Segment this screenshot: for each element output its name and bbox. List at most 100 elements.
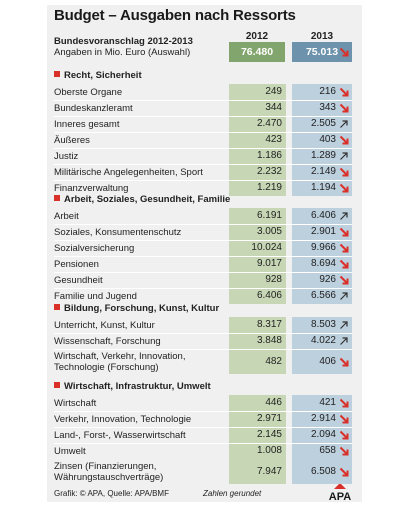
value-2013: 2.901 [310, 226, 336, 237]
section-marker-icon [54, 71, 60, 77]
value-2013: 1.289 [310, 150, 336, 161]
value-2013: 216 [319, 86, 336, 97]
row-label: Umwelt [54, 446, 224, 457]
table-row: Arbeit 6.191 6.406 [54, 208, 352, 224]
row-divider [54, 116, 352, 117]
row-label-line: Land-, Forst-, Wasserwirtschaft [54, 430, 186, 441]
infographic-frame: Budget – Ausgaben nach Ressorts 2012 201… [47, 5, 362, 502]
trend-up-icon [340, 152, 348, 160]
row-divider [54, 180, 352, 181]
section-title: Recht, Sicherheit [64, 70, 142, 81]
row-divider [54, 288, 352, 289]
trend-down-icon [339, 183, 349, 193]
row-divider [54, 272, 352, 273]
value-2013: 4.022 [310, 335, 336, 346]
value-2013-cell: 926 [292, 272, 352, 288]
value-2012: 2.470 [229, 116, 286, 132]
table-row: Soziales, Konsumentenschutz 3.005 2.901 [54, 224, 352, 240]
row-label-line: Oberste Organe [54, 87, 123, 98]
table-row: Justiz 1.186 1.289 [54, 148, 352, 164]
value-2013: 8.503 [310, 319, 336, 330]
row-label-line: Wissenschaft, Forschung [54, 336, 161, 347]
value-2013: 2.149 [310, 166, 336, 177]
table-row: Gesundheit 928 926 [54, 272, 352, 288]
row-divider [54, 224, 352, 225]
value-2013: 8.694 [310, 258, 336, 269]
section-title: Bildung, Forschung, Kunst, Kultur [64, 303, 220, 314]
trend-up-icon [340, 321, 348, 329]
total-2013: 75.013 [292, 42, 352, 62]
value-2012: 7.947 [229, 459, 286, 484]
row-label: Land-, Forst-, Wasserwirtschaft [54, 430, 224, 441]
trend-down-icon [339, 446, 349, 456]
value-2012: 1.219 [229, 180, 286, 196]
value-2013: 2.505 [310, 118, 336, 129]
row-label: Wirtschaft, Verkehr, Innovation, Technolo… [54, 351, 224, 373]
row-label: Wirtschaft [54, 398, 224, 409]
row-divider [54, 240, 352, 241]
row-label: Bundeskanzleramt [54, 103, 224, 114]
row-divider [54, 164, 352, 165]
subtitle-source: Bundesvoranschlag 2012-2013 [54, 36, 193, 47]
row-label-line: Technologie (Forschung) [54, 362, 159, 373]
trend-down-icon [339, 430, 349, 440]
row-label: Pensionen [54, 259, 224, 270]
trend-down-icon [339, 103, 349, 113]
subtitle-unit: Angaben in Mio. Euro (Auswahl) [54, 47, 191, 58]
trend-down-icon [339, 243, 349, 253]
value-2013: 658 [319, 445, 336, 456]
row-label-line: Sozialversicherung [54, 243, 135, 254]
value-2012: 1.008 [229, 443, 286, 459]
value-2012: 6.406 [229, 288, 286, 304]
table-row: Äußeres 423 403 [54, 132, 352, 148]
row-label-line: Militärische Angelegenheiten, Sport [54, 167, 203, 178]
trend-down-icon [339, 87, 349, 97]
value-2013: 6.566 [310, 290, 336, 301]
value-2013: 2.094 [310, 429, 336, 440]
value-2012: 9.017 [229, 256, 286, 272]
row-label-line: Finanzverwaltung [54, 183, 129, 194]
row-label-line: Bundeskanzleramt [54, 103, 133, 114]
row-divider [54, 148, 352, 149]
row-label: Finanzverwaltung [54, 183, 224, 194]
table-row: Familie und Jugend 6.406 6.566 [54, 288, 352, 304]
value-2012: 928 [229, 272, 286, 288]
row-label: Justiz [54, 151, 224, 162]
value-2013-cell: 406 [292, 349, 352, 374]
value-2013: 343 [319, 102, 336, 113]
value-2013-cell: 2.914 [292, 411, 352, 427]
table-row: Bundeskanzleramt 344 343 [54, 100, 352, 116]
trend-down-icon [339, 357, 349, 366]
table-row: Militärische Angelegenheiten, Sport 2.232… [54, 164, 352, 180]
row-divider [54, 427, 352, 428]
chart-title: Budget – Ausgaben nach Ressorts [54, 7, 296, 24]
value-2012: 2.232 [229, 164, 286, 180]
value-2012: 6.191 [229, 208, 286, 224]
table-row: Oberste Organe 249 216 [54, 84, 352, 100]
row-label-line: Wirtschaft [54, 398, 97, 409]
table-row: Sozialversicherung 10.024 9.966 [54, 240, 352, 256]
row-label-line: Währungstauschverträge) [54, 472, 164, 483]
value-2013-cell: 8.694 [292, 256, 352, 272]
row-label: Unterricht, Kunst, Kultur [54, 320, 224, 331]
row-label-line: Pensionen [54, 259, 99, 270]
total-2013-trend-icon [339, 47, 349, 57]
value-2013-cell: 343 [292, 100, 352, 116]
value-2012: 249 [229, 84, 286, 100]
value-2013-cell: 403 [292, 132, 352, 148]
value-2013-cell: 1.194 [292, 180, 352, 196]
value-2013: 6.508 [310, 466, 336, 477]
row-label-line: Gesundheit [54, 275, 103, 286]
section-title: Arbeit, Soziales, Gesundheit, Familie [64, 194, 231, 205]
row-label-line: Verkehr, Innovation, Technologie [54, 414, 192, 425]
value-2012: 344 [229, 100, 286, 116]
value-2012: 1.186 [229, 148, 286, 164]
row-label-line: Soziales, Konsumentenschutz [54, 227, 182, 238]
value-2012: 482 [229, 349, 286, 374]
value-2013-cell: 6.508 [292, 459, 352, 484]
row-divider [54, 132, 352, 133]
table-row: Verkehr, Innovation, Technologie 2.971 2.9… [54, 411, 352, 427]
section-header: Arbeit, Soziales, Gesundheit, Familie [54, 194, 230, 205]
row-label: Soziales, Konsumentenschutz [54, 227, 224, 238]
row-label: Militärische Angelegenheiten, Sport [54, 167, 224, 178]
